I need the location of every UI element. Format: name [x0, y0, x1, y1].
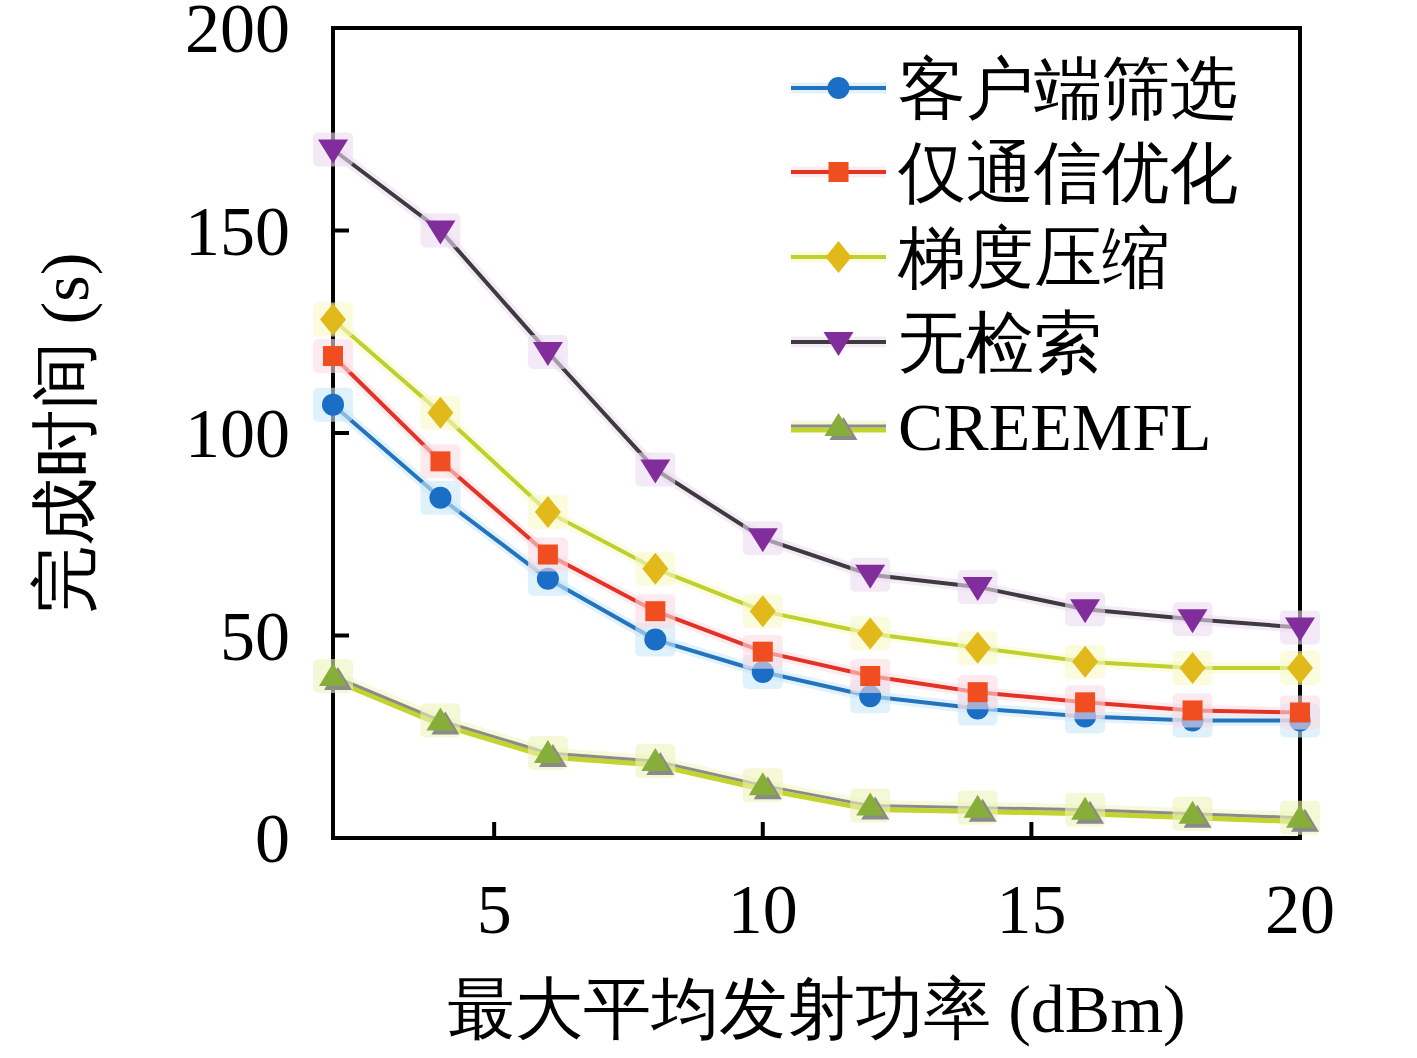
data-point-square [323, 346, 343, 366]
x-tick-label: 15 [996, 871, 1066, 948]
y-tick-label: 150 [185, 193, 290, 270]
y-tick-label: 100 [185, 395, 290, 472]
line-chart-figure: 5101520050100150200最大平均发射功率 (dBm)完成时间 (s… [0, 0, 1417, 1058]
data-point-square [538, 545, 558, 565]
x-tick-label: 5 [477, 871, 512, 948]
data-point-circle [644, 629, 666, 651]
y-axis-label: 完成时间 (s) [27, 253, 103, 614]
y-tick-label: 0 [255, 800, 290, 877]
data-point-square [968, 682, 988, 702]
data-point-square [645, 601, 665, 621]
legend-marker-diamond [826, 241, 852, 273]
legend-label: 梯度压缩 [897, 220, 1170, 296]
series-line [333, 676, 1300, 818]
series-underline [333, 680, 1300, 822]
data-point-square [1075, 692, 1095, 712]
legend-label: CREEMFL [898, 389, 1212, 465]
legend-marker-square [829, 162, 849, 182]
legend-marker-circle [828, 77, 850, 99]
data-point-square [1290, 702, 1310, 722]
y-tick-label: 200 [185, 0, 290, 67]
chart-canvas: 5101520050100150200最大平均发射功率 (dBm)完成时间 (s… [0, 0, 1417, 1058]
data-point-square [753, 642, 773, 662]
data-point-circle [322, 394, 344, 416]
data-point-circle [429, 487, 451, 509]
data-point-square [1183, 700, 1203, 720]
legend-label: 仅通信优化 [898, 135, 1238, 211]
x-tick-label: 20 [1265, 871, 1335, 948]
legend-label: 无检索 [898, 305, 1102, 381]
legend-label: 客户端筛选 [898, 51, 1238, 127]
y-tick-label: 50 [220, 598, 290, 675]
x-axis-label: 最大平均发射功率 (dBm) [447, 971, 1186, 1047]
data-point-square [860, 666, 880, 686]
data-point-square [430, 451, 450, 471]
x-tick-label: 10 [728, 871, 798, 948]
